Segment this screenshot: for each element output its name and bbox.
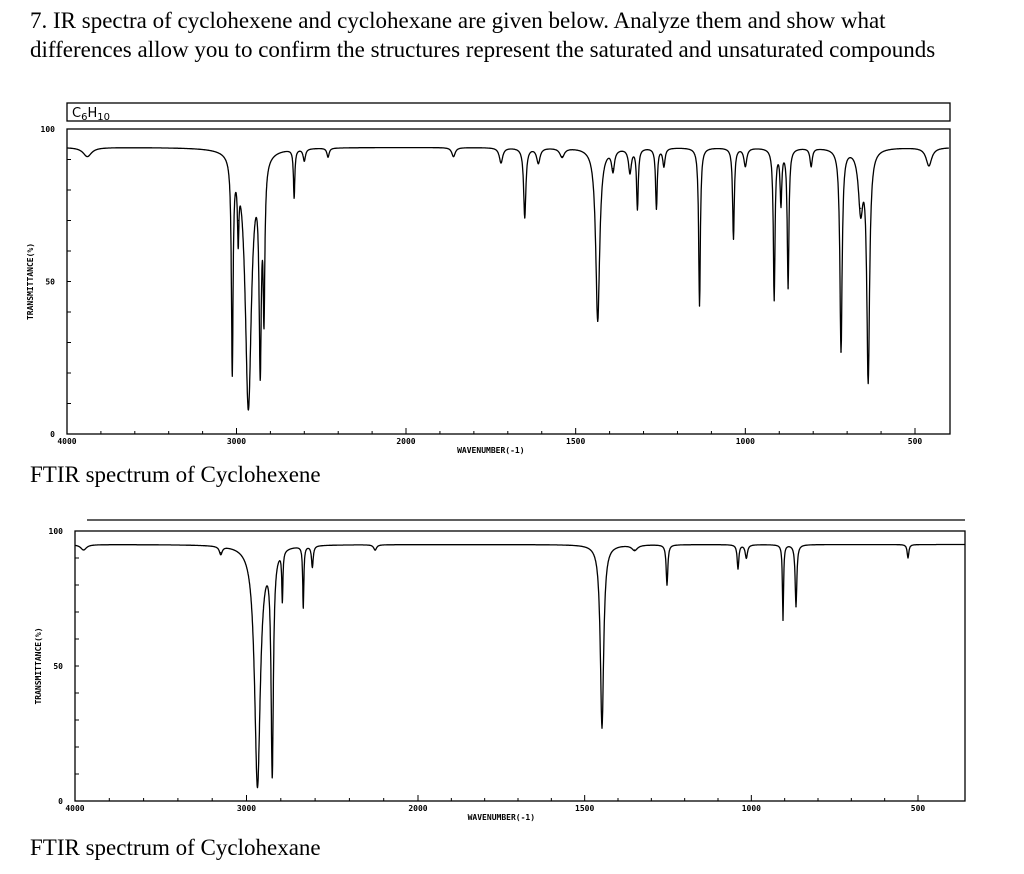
x-axis-label: WAVENUMBER(-1) — [468, 813, 535, 822]
absorption-peak — [655, 207, 658, 209]
x-tick-label: 4000 — [65, 804, 84, 813]
y-tick-label: 0 — [58, 797, 63, 806]
absorption-peak — [303, 158, 305, 161]
absorption-peak — [302, 606, 304, 608]
x-tick-label: 500 — [911, 804, 926, 813]
spectrum-line — [66, 146, 950, 411]
absorption-peak — [82, 549, 85, 551]
absorption-peak — [773, 299, 775, 301]
absorption-peak — [561, 155, 563, 158]
absorption-peak — [744, 165, 746, 167]
cyclohexene-caption: FTIR spectrum of Cyclohexene — [30, 462, 321, 487]
absorption-peak — [263, 311, 265, 313]
x-tick-label: 4000 — [57, 437, 76, 446]
absorption-peak — [597, 320, 599, 322]
absorption-peak — [220, 552, 222, 554]
absorption-peak — [259, 372, 261, 374]
absorption-peak — [311, 565, 313, 567]
absorption-peak — [237, 219, 239, 222]
title-subscript: 6 — [81, 112, 87, 123]
absorption-peak — [281, 595, 283, 597]
absorption-peak — [782, 619, 784, 621]
absorption-peak — [698, 305, 701, 307]
spectrum-line — [74, 543, 965, 789]
y-tick-label: 100 — [49, 527, 64, 536]
question-text: 7. IR spectra of cyclohexene and cyclohe… — [30, 8, 936, 62]
absorption-peak — [271, 776, 273, 778]
x-tick-label: 1500 — [566, 437, 585, 446]
absorption-peak — [840, 351, 842, 353]
absorption-peak — [327, 155, 329, 158]
absorption-peak — [663, 165, 665, 167]
y-tick-label: 50 — [53, 662, 63, 671]
y-axis-label: TRANSMITTANCE(%) — [34, 627, 43, 704]
y-axis-label: TRANSMITTANCE(%) — [26, 243, 35, 320]
absorption-peak — [374, 549, 376, 551]
absorption-peak — [231, 372, 233, 374]
title-text: H — [87, 106, 97, 121]
title-subscript: 10 — [97, 112, 110, 123]
absorption-peak — [928, 165, 930, 167]
cyclohexane-caption: FTIR spectrum of Cyclohexane — [30, 835, 321, 860]
x-tick-label: 1000 — [736, 437, 755, 446]
absorption-peak — [636, 207, 639, 209]
title-text: C — [72, 106, 81, 121]
absorption-peak — [524, 216, 526, 219]
plot-frame — [66, 128, 951, 435]
x-axis-label: WAVENUMBER(-1) — [457, 446, 524, 455]
absorption-peak — [795, 606, 797, 608]
absorption-peak — [810, 165, 812, 167]
absorption-peak — [732, 238, 735, 240]
y-tick-label: 0 — [50, 430, 55, 439]
plot-frame — [74, 530, 966, 802]
absorption-peak — [787, 287, 789, 289]
absorption-peak — [86, 155, 88, 158]
x-tick-label: 1500 — [575, 804, 594, 813]
absorption-peak — [629, 171, 631, 173]
absorption-peak — [780, 201, 782, 203]
chart-title: C6H10 — [72, 106, 110, 123]
y-tick-label: 100 — [41, 125, 56, 134]
x-tick-label: 2000 — [408, 804, 427, 813]
x-tick-label: 3000 — [237, 804, 256, 813]
absorption-peak — [666, 584, 668, 586]
absorption-peak — [612, 168, 614, 170]
cyclohexane-spectrum-chart: 4000 3000 2000 1500 1000 500100500WAVENUMBER(… — [34, 519, 966, 822]
x-tick-label: 2000 — [396, 437, 415, 446]
absorption-peak — [537, 161, 539, 164]
absorption-peak — [256, 786, 259, 789]
x-tick-label: 3000 — [227, 437, 246, 446]
absorption-peak — [860, 207, 862, 209]
absorption-peak — [737, 568, 739, 570]
x-tick-label: 1000 — [742, 804, 761, 813]
absorption-peak — [745, 557, 747, 559]
absorption-peak — [293, 195, 295, 197]
absorption-peak — [907, 557, 909, 559]
absorption-peak — [867, 381, 869, 383]
absorption-peak — [601, 727, 603, 729]
absorption-peak — [452, 155, 455, 158]
y-tick-label: 50 — [45, 278, 55, 287]
title-box — [66, 102, 951, 122]
absorption-peak — [634, 549, 636, 551]
absorption-peak — [500, 161, 502, 164]
x-tick-label: 500 — [908, 437, 923, 446]
absorption-peak — [247, 409, 249, 411]
